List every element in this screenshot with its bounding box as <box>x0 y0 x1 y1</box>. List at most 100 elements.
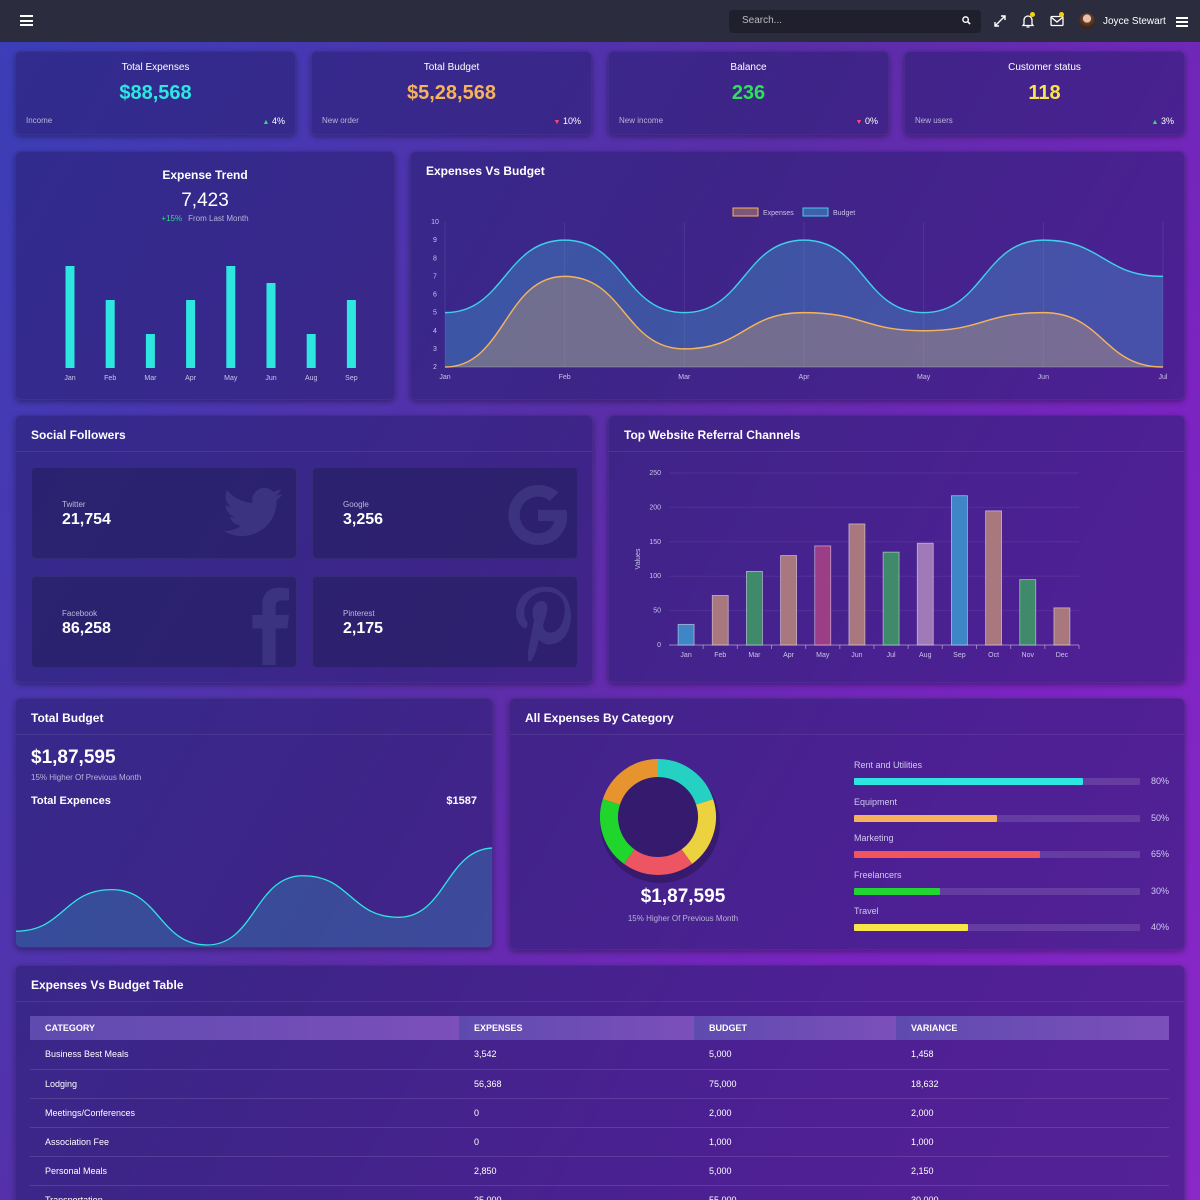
referral-bar <box>916 542 934 646</box>
x-tick-label: Sep <box>345 375 358 382</box>
column-header[interactable]: CATEGORY <box>30 1016 459 1040</box>
table-row[interactable]: Business Best Meals 3,542 5,000 1,458 <box>30 1040 1169 1070</box>
trend-bar <box>346 300 356 368</box>
category-progress-fill <box>854 778 1083 785</box>
x-tick-label: Dec <box>1056 652 1069 659</box>
table-header-row: CATEGORY EXPENSES BUDGET VARIANCE <box>30 1016 1169 1040</box>
y-tick-label: 10 <box>431 219 439 226</box>
expenses-budget-table: CATEGORY EXPENSES BUDGET VARIANCE Busine… <box>30 1016 1169 1200</box>
column-header[interactable]: EXPENSES <box>459 1016 694 1040</box>
kpi-title: Total Budget <box>423 62 480 73</box>
y-tick-label: 7 <box>433 273 437 280</box>
table-cell: Lodging <box>30 1069 459 1099</box>
x-tick-label: Jul <box>887 652 896 659</box>
avatar[interactable] <box>1079 13 1095 29</box>
y-tick-label: 5 <box>433 310 437 317</box>
kpi-title: Customer status <box>1008 62 1081 73</box>
category-donut-chart <box>600 759 720 883</box>
table-cell: Business Best Meals <box>30 1040 459 1070</box>
search-icon[interactable] <box>962 16 971 25</box>
total-budget-title: Total Budget <box>16 699 492 735</box>
referral-bar <box>1019 579 1037 646</box>
kpi-card: Total Expenses $88,568 Income ▲ 4% <box>15 51 296 135</box>
mail-icon[interactable] <box>1049 13 1065 29</box>
social-google-box[interactable]: Google 3,256 <box>312 467 578 559</box>
table-cell: 3,542 <box>459 1040 694 1070</box>
x-tick-label: Apr <box>799 374 811 381</box>
table-cell: Association Fee <box>30 1127 459 1157</box>
table-row[interactable]: Association Fee 0 1,000 1,000 <box>30 1127 1169 1157</box>
table-cell: 5,000 <box>694 1040 896 1070</box>
series-area <box>445 240 1163 367</box>
referral-bar <box>746 570 763 646</box>
table-row[interactable]: Transportation 25,000 55,000 30,000 <box>30 1185 1169 1200</box>
fullscreen-icon[interactable] <box>992 13 1008 29</box>
kpi-sub: New order <box>322 116 359 125</box>
x-tick-label: Oct <box>988 652 999 659</box>
legend-swatch <box>732 207 759 217</box>
more-menu-icon[interactable] <box>1176 17 1188 27</box>
notification-bell-icon[interactable] <box>1020 13 1036 29</box>
social-followers-card: Social Followers Twitter 21,754 Google 3… <box>15 415 593 683</box>
social-facebook-box[interactable]: Facebook 86,258 <box>31 576 297 668</box>
column-header[interactable]: VARIANCE <box>896 1016 1169 1040</box>
expenses-by-category-title: All Expenses By Category <box>510 699 1184 735</box>
donut-slice <box>600 799 635 864</box>
social-twitter-box[interactable]: Twitter 21,754 <box>31 467 297 559</box>
referral-bar <box>1053 607 1071 646</box>
expense-trend-change: +15% <box>161 214 183 223</box>
user-name[interactable]: Joyce Stewart <box>1103 16 1166 27</box>
category-label: Freelancers <box>854 869 902 880</box>
table-cell: 55,000 <box>694 1185 896 1200</box>
referral-bar <box>951 495 968 646</box>
x-tick-label: Feb <box>714 652 726 659</box>
table-cell: Transportation <box>30 1185 459 1200</box>
x-tick-label: Apr <box>185 375 197 382</box>
social-value: 2,175 <box>343 620 384 637</box>
table-cell: 2,000 <box>694 1098 896 1128</box>
referral-bar <box>848 523 866 646</box>
y-axis-label: Values <box>635 548 642 569</box>
referral-bar <box>780 555 797 646</box>
expense-trend-value: 7,423 <box>181 190 229 211</box>
expenses-by-category-card: All Expenses By Category $1,87,595 15% H… <box>509 698 1185 950</box>
kpi-trend: ▼ 0% <box>856 116 878 126</box>
kpi-title: Total Expenses <box>121 62 190 73</box>
pinterest-icon <box>516 586 571 662</box>
expense-trend-card: Expense Trend 7,423 +15% From Last Month … <box>15 151 395 400</box>
trend-bar <box>266 283 276 368</box>
category-amount: $1,87,595 <box>640 886 726 907</box>
menu-toggle-icon[interactable] <box>20 15 33 26</box>
category-progress-fill <box>854 814 997 822</box>
expenses-vs-budget-chart: Jan Feb Mar Apr May Jun Jul 2 3 4 5 6 7 8 9 10 Expenses B… <box>431 207 1168 381</box>
social-value: 3,256 <box>343 511 384 528</box>
table-cell: 25,000 <box>459 1185 694 1200</box>
y-tick-label: 9 <box>433 237 437 244</box>
table-row[interactable]: Personal Meals 2,850 5,000 2,150 <box>30 1156 1169 1186</box>
kpi-title: Balance <box>730 62 767 73</box>
column-header[interactable]: BUDGET <box>694 1016 896 1040</box>
social-value: 86,258 <box>62 620 111 637</box>
trend-bar <box>65 266 75 368</box>
table-cell: 1,458 <box>896 1040 1169 1070</box>
kpi-value: 236 <box>731 82 766 104</box>
mail-dot <box>1059 12 1064 17</box>
search-box[interactable] <box>729 10 981 33</box>
search-input[interactable] <box>742 15 942 26</box>
kpi-trend-value: 4% <box>271 116 285 126</box>
x-tick-label: Mar <box>144 375 157 382</box>
table-row[interactable]: Meetings/Conferences 0 2,000 2,000 <box>30 1098 1169 1128</box>
table-row[interactable]: Lodging 56,368 75,000 18,632 <box>30 1069 1169 1099</box>
table-cell: 1,000 <box>694 1127 896 1157</box>
table-cell: 30,000 <box>896 1185 1169 1200</box>
series-area <box>445 276 1163 367</box>
social-pinterest-box[interactable]: Pinterest 2,175 <box>312 576 578 668</box>
referral-bar <box>882 551 900 646</box>
referral-bar <box>814 545 832 646</box>
trend-bar <box>306 334 316 368</box>
category-progress-fill <box>854 924 969 931</box>
category-progress-bar <box>854 924 1140 931</box>
category-progress-fill <box>854 887 940 895</box>
y-tick-label: 8 <box>433 255 437 262</box>
x-tick-label: Jan <box>439 374 450 381</box>
